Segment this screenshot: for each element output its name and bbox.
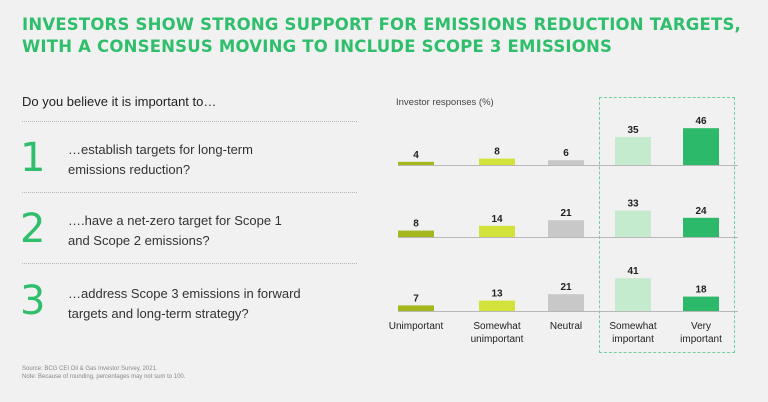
category-label-line: Somewhat	[473, 321, 521, 332]
bar-row3-very-important	[683, 296, 719, 311]
data-label: 6	[563, 148, 569, 159]
data-label: 33	[627, 199, 639, 210]
question-number-2: 2	[20, 206, 46, 252]
category-label-line: important	[612, 334, 654, 345]
category-label-line: Neutral	[549, 321, 583, 332]
chart-axis-label: Investor responses (%)	[396, 97, 494, 108]
bar-row1-very-important	[683, 128, 719, 165]
data-label: 21	[560, 208, 572, 219]
category-label-line: Somewhat	[609, 321, 657, 332]
category-label-line: Very	[690, 321, 711, 332]
category-label-neutral: Neutral	[526, 320, 606, 333]
category-label-line: Unimportant	[388, 321, 444, 332]
question-2-line-1: ….have a net-zero target for Scope 1	[68, 213, 282, 228]
bar-row3-unimportant	[398, 305, 434, 311]
chart-title: INVESTORS SHOW STRONG SUPPORT FOR EMISSI…	[22, 14, 752, 58]
category-label-somewhat-important: Somewhat important	[593, 320, 673, 346]
data-label: 13	[491, 289, 503, 300]
source-note: Source: BCG CEI Oil & Gas Investor Surve…	[22, 366, 158, 372]
title-line-2: WITH A CONSENSUS MOVING TO INCLUDE SCOPE…	[22, 37, 613, 56]
question-number-1: 1	[20, 135, 46, 181]
question-number-3: 3	[20, 278, 46, 324]
bar-row1-somewhat-unimportant	[479, 158, 515, 165]
category-label-line: important	[680, 334, 722, 345]
category-label-line: unimportant	[470, 334, 524, 345]
bar-row3-somewhat-important	[615, 278, 651, 311]
important-highlight-box	[599, 97, 735, 353]
question-3-line-2: targets and long-term strategy?	[68, 306, 249, 321]
category-label-unimportant: Unimportant	[376, 320, 456, 333]
rounding-note: Note: Because of rounding, percentages m…	[22, 374, 186, 380]
question-text-2: ….have a net-zero target for Scope 1 and…	[68, 211, 338, 251]
bar-row1-unimportant	[398, 161, 434, 165]
bar-row3-neutral	[548, 294, 584, 311]
bar-row1-somewhat-important	[615, 137, 651, 165]
question-text-1: …establish targets for long-term emissio…	[68, 140, 338, 180]
question-1-line-2: emissions reduction?	[68, 162, 191, 177]
bar-row2-neutral	[548, 220, 584, 237]
data-label: 7	[413, 293, 419, 304]
divider	[22, 192, 357, 193]
bar-row2-very-important	[683, 217, 719, 237]
bar-row3-somewhat-unimportant	[479, 300, 515, 311]
data-label: 18	[695, 285, 707, 296]
data-label: 8	[413, 219, 419, 230]
question-1-line-1: …establish targets for long-term	[68, 142, 253, 157]
bar-row2-somewhat-important	[615, 210, 651, 237]
divider	[22, 121, 357, 122]
data-label: 21	[560, 282, 572, 293]
data-label: 4	[413, 150, 419, 161]
data-label: 8	[494, 147, 500, 158]
category-label-somewhat-unimportant: Somewhat unimportant	[457, 320, 537, 346]
bar-row2-unimportant	[398, 230, 434, 237]
question-2-line-2: and Scope 2 emissions?	[68, 233, 210, 248]
question-prompt: Do you believe it is important to…	[22, 94, 217, 109]
bar-row1-neutral	[548, 160, 584, 165]
divider	[22, 263, 357, 264]
data-label: 24	[695, 206, 707, 217]
data-label: 41	[627, 266, 639, 277]
data-label: 35	[627, 125, 639, 136]
data-label: 14	[491, 214, 503, 225]
title-line-1: INVESTORS SHOW STRONG SUPPORT FOR EMISSI…	[22, 15, 742, 34]
question-text-3: …address Scope 3 emissions in forward ta…	[68, 284, 338, 324]
bar-row2-somewhat-unimportant	[479, 225, 515, 237]
footer: Source: BCG CEI Oil & Gas Investor Surve…	[22, 365, 185, 381]
data-label: 46	[695, 116, 707, 127]
category-label-very-important: Very important	[661, 320, 741, 346]
question-3-line-1: …address Scope 3 emissions in forward	[68, 286, 301, 301]
